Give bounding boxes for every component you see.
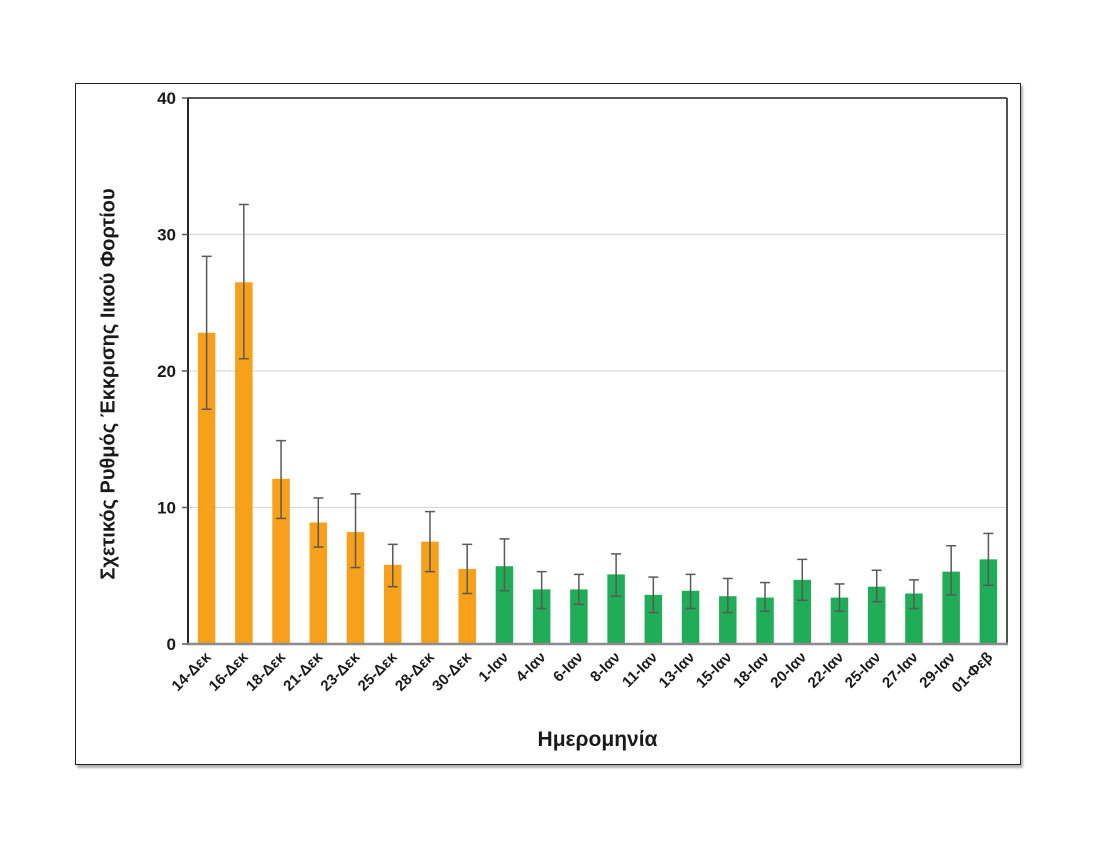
y-tick-label: 30 (157, 226, 176, 245)
bar-chart-svg: 14-Δεκ16-Δεκ18-Δεκ21-Δεκ23-Δεκ25-Δεκ28-Δ… (157, 89, 1008, 697)
y-tick-label: 0 (167, 635, 176, 654)
y-tick-label: 10 (157, 499, 176, 518)
bar-27-Ιαν (905, 593, 923, 644)
bar-23-Δεκ (346, 532, 365, 644)
bar-21-Δεκ (309, 522, 328, 644)
bar-4-Ιαν (532, 589, 551, 644)
bar-22-Ιαν (830, 597, 849, 644)
bar-01-Φεβ (979, 559, 998, 644)
bar-13-Ιαν (681, 590, 700, 644)
x-tick-label: 6-Ιαν (550, 649, 587, 686)
x-tick-label: 15-Ιαν (693, 649, 736, 692)
bar-30-Δεκ (458, 568, 476, 644)
x-tick-label: 1-Ιαν (475, 649, 512, 686)
bar-29-Ιαν (942, 571, 960, 644)
x-tick-label: 4-Ιαν (513, 649, 550, 686)
x-tick-label: 30-Δεκ (429, 648, 475, 694)
bar-8-Ιαν (607, 574, 625, 644)
bar-6-Ιαν (570, 589, 588, 644)
bar-28-Δεκ (421, 541, 439, 644)
x-tick-label: 28-Δεκ (392, 648, 438, 694)
x-tick-label: 11-Ιαν (619, 649, 661, 691)
bar-14-Δεκ (197, 332, 216, 644)
x-tick-label: 13-Ιαν (656, 649, 699, 692)
x-tick-label: 25-Δεκ (355, 648, 401, 694)
y-tick-label: 20 (157, 362, 176, 381)
x-tick-label: 01-Φεβ (949, 649, 997, 697)
x-tick-label: 22-Ιαν (805, 649, 848, 692)
bar-11-Ιαν (644, 594, 663, 644)
x-tick-label: 21-Δεκ (280, 648, 326, 694)
x-tick-label: 18-Ιαν (730, 649, 773, 692)
x-tick-label: 14-Δεκ (169, 648, 215, 694)
bar-25-Δεκ (384, 564, 402, 644)
x-tick-label: 20-Ιαν (767, 649, 810, 692)
bar-16-Δεκ (235, 282, 253, 644)
x-tick-label: 8-Ιαν (587, 649, 624, 686)
x-tick-label: 27-Ιαν (879, 649, 922, 692)
bar-18-Δεκ (272, 478, 290, 644)
chart-figure: 14-Δεκ 16-Δεκ 18-Δεκ 21-Δεκ 23-Δεκ 25-Δεκ 28-Δ… (75, 83, 1021, 765)
x-tick-label: 23-Δεκ (317, 648, 363, 694)
bar-18-Ιαν (756, 597, 774, 644)
x-axis-title: Ημερομηνία (537, 728, 658, 751)
bar-1-Ιαν (495, 566, 514, 644)
bar-15-Ιαν (719, 596, 737, 644)
y-tick-label: 40 (157, 89, 176, 108)
x-tick-label: 18-Δεκ (243, 648, 289, 694)
x-tick-label: 16-Δεκ (206, 648, 252, 694)
y-axis-title: Σχετικός Ρυθμός Έκκρισης Ιικού Φορτίου (97, 188, 120, 580)
bar-20-Ιαν (793, 579, 811, 644)
x-tick-label: 25-Ιαν (842, 649, 885, 692)
